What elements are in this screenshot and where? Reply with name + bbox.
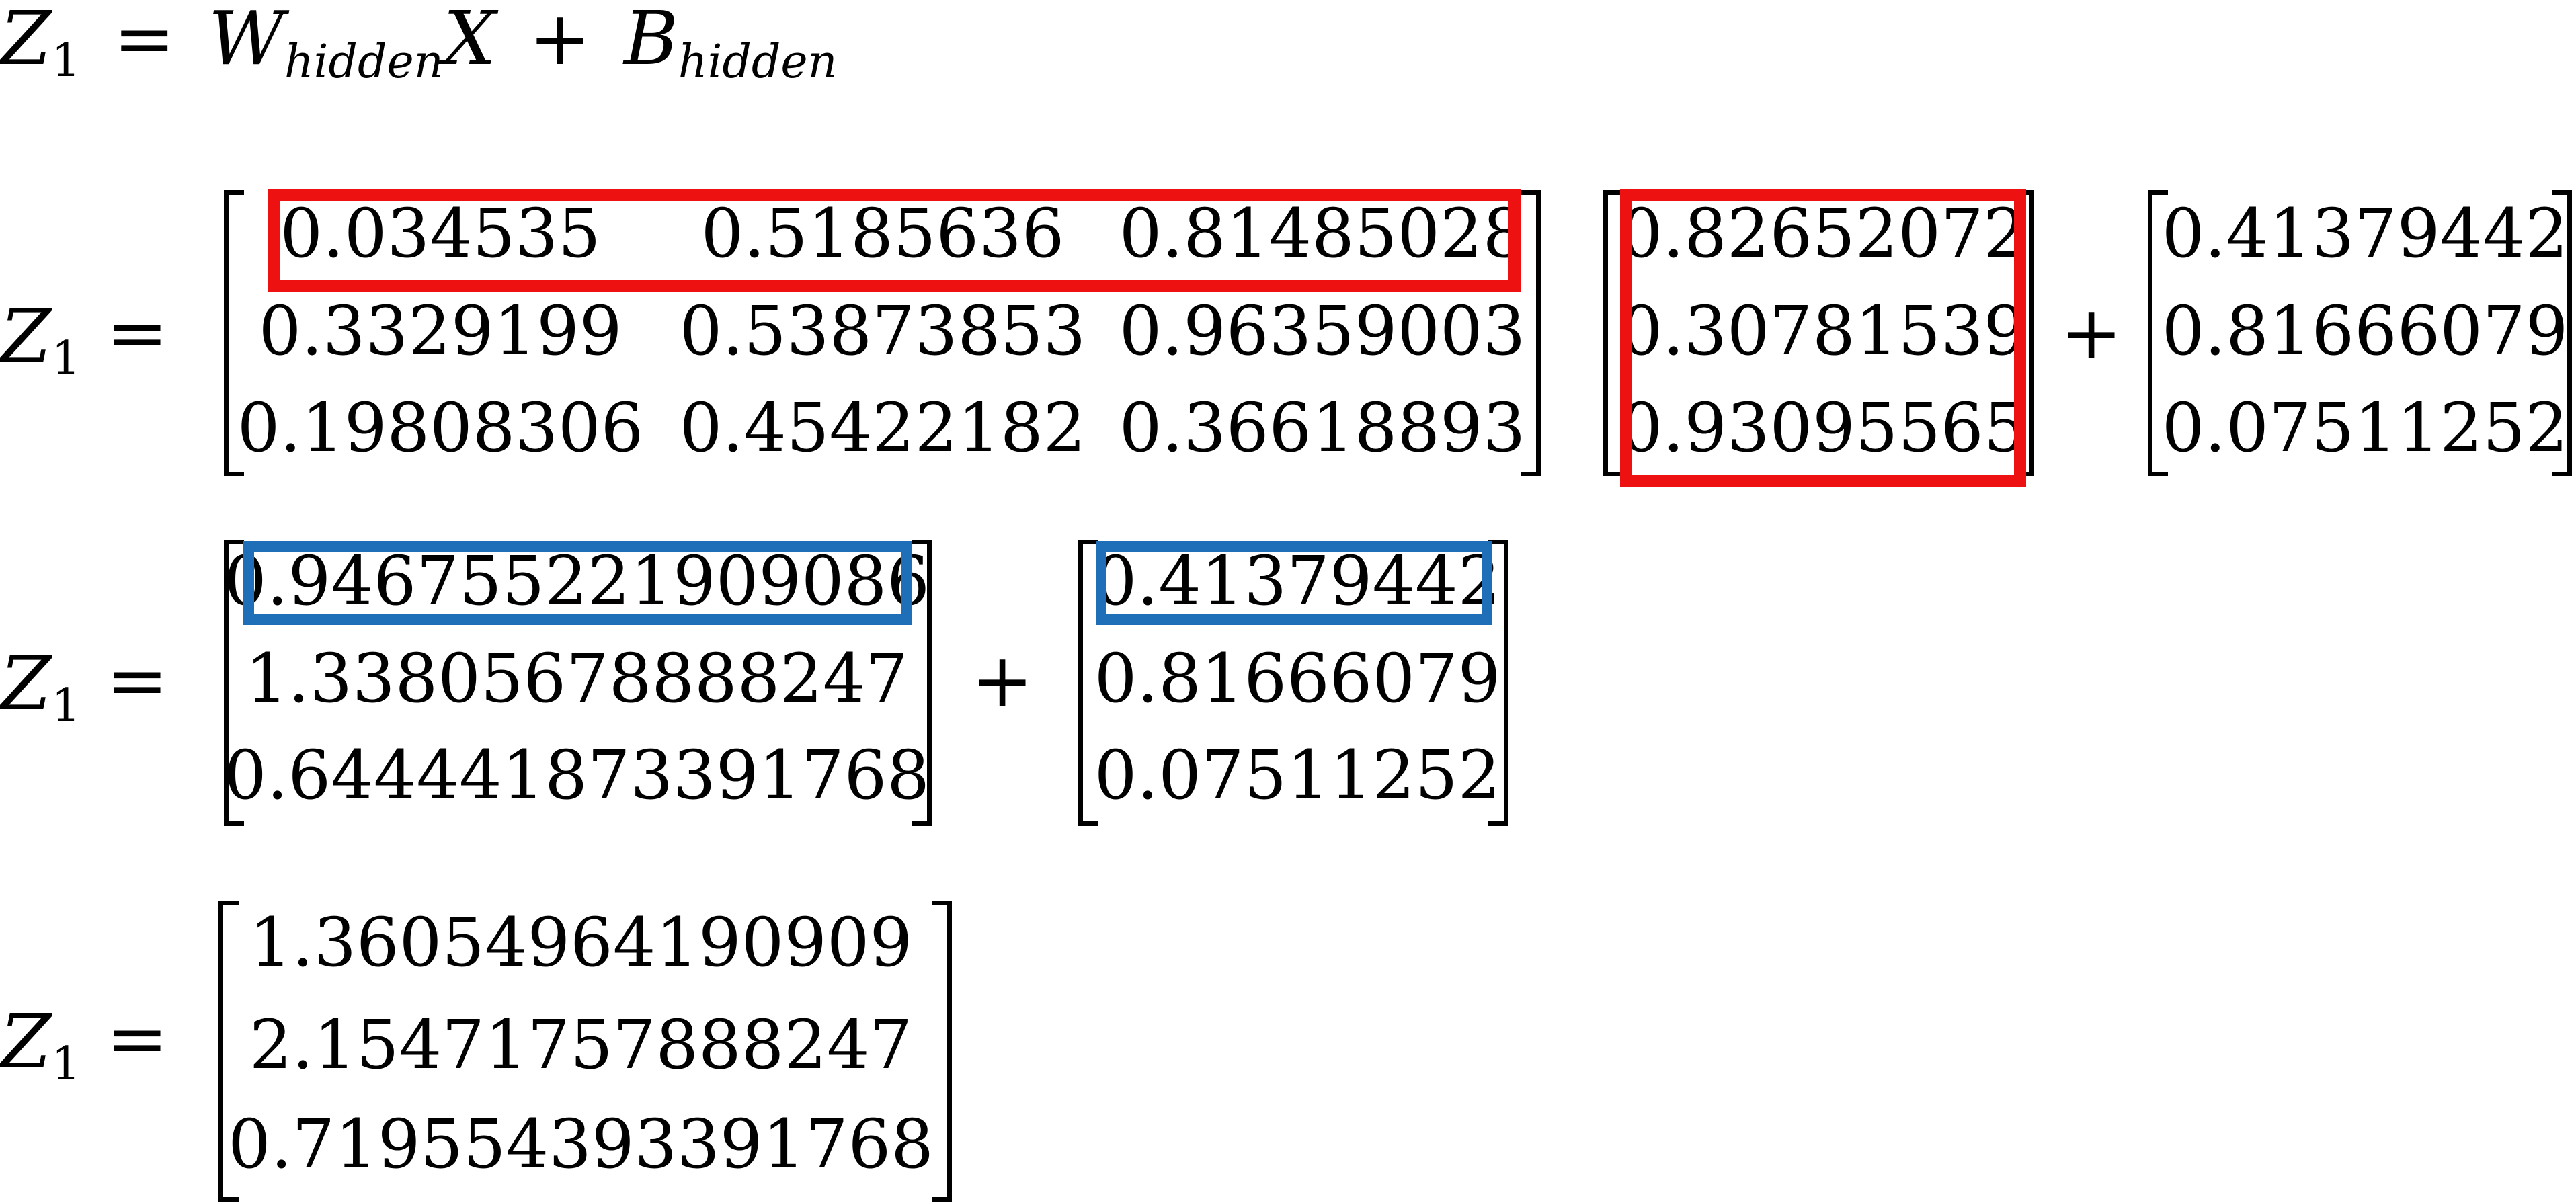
weights-cell-r3c1: 0.19808306 — [237, 395, 643, 462]
x-symbol: X — [444, 0, 496, 81]
bias2-first-element-highlight — [1096, 541, 1492, 625]
weights-cell-r2c2: 0.53873853 — [680, 298, 1086, 365]
product-cell-3: 0.644441873391768 — [224, 742, 930, 809]
result-cell-3: 0.719554393391768 — [228, 1111, 934, 1178]
header-equation: Z1 = WhiddenX + Bhidden — [0, 1, 837, 85]
z-subscript: 1 — [51, 332, 80, 385]
w-subscript: hidden — [284, 36, 444, 89]
weights-cell-r2c3: 0.96359003 — [1119, 298, 1525, 365]
row2-label: Z1 — [0, 647, 81, 729]
result-cell-1: 1.36054964190909 — [249, 909, 912, 977]
input-vector-highlight — [1620, 189, 2026, 487]
row1-label: Z1 — [0, 299, 81, 382]
row1-plus: + — [2060, 296, 2122, 370]
row1-equals: = — [106, 296, 168, 370]
row2-plus: + — [971, 643, 1033, 717]
z-subscript: 1 — [51, 34, 80, 87]
z-subscript: 1 — [51, 1038, 80, 1091]
product-first-element-highlight — [243, 541, 912, 625]
equals-sign: = — [114, 0, 175, 81]
z-subscript: 1 — [51, 679, 80, 733]
z-symbol: Z — [0, 640, 51, 727]
row2-equals: = — [106, 643, 168, 717]
bias2-cell-2: 0.81666079 — [1094, 645, 1500, 712]
z-symbol: Z — [0, 0, 51, 81]
row3-label: Z1 — [0, 1005, 81, 1087]
bias-cell-1: 0.41379442 — [2162, 200, 2568, 267]
w-symbol: W — [208, 0, 284, 81]
b-symbol: B — [624, 0, 678, 81]
weights-cell-r2c1: 0.3329199 — [259, 298, 622, 365]
bias-cell-3: 0.07511252 — [2162, 395, 2568, 462]
weights-cell-r3c2: 0.45422182 — [680, 395, 1086, 462]
bias-cell-2: 0.81666079 — [2162, 298, 2568, 365]
z-symbol: Z — [0, 999, 51, 1085]
row3-equals: = — [106, 1001, 168, 1075]
weights-cell-r3c3: 0.36618893 — [1119, 395, 1525, 462]
product-cell-2: 1.33805678888247 — [245, 645, 908, 712]
result-vector-right-bracket — [932, 901, 952, 1202]
z-symbol: Z — [0, 293, 51, 379]
weights-first-row-highlight — [268, 189, 1521, 292]
b-subscript: hidden — [678, 36, 838, 89]
plus-sign: + — [529, 0, 591, 81]
result-cell-2: 2.15471757888247 — [249, 1011, 912, 1079]
bias2-cell-3: 0.07511252 — [1094, 742, 1500, 809]
